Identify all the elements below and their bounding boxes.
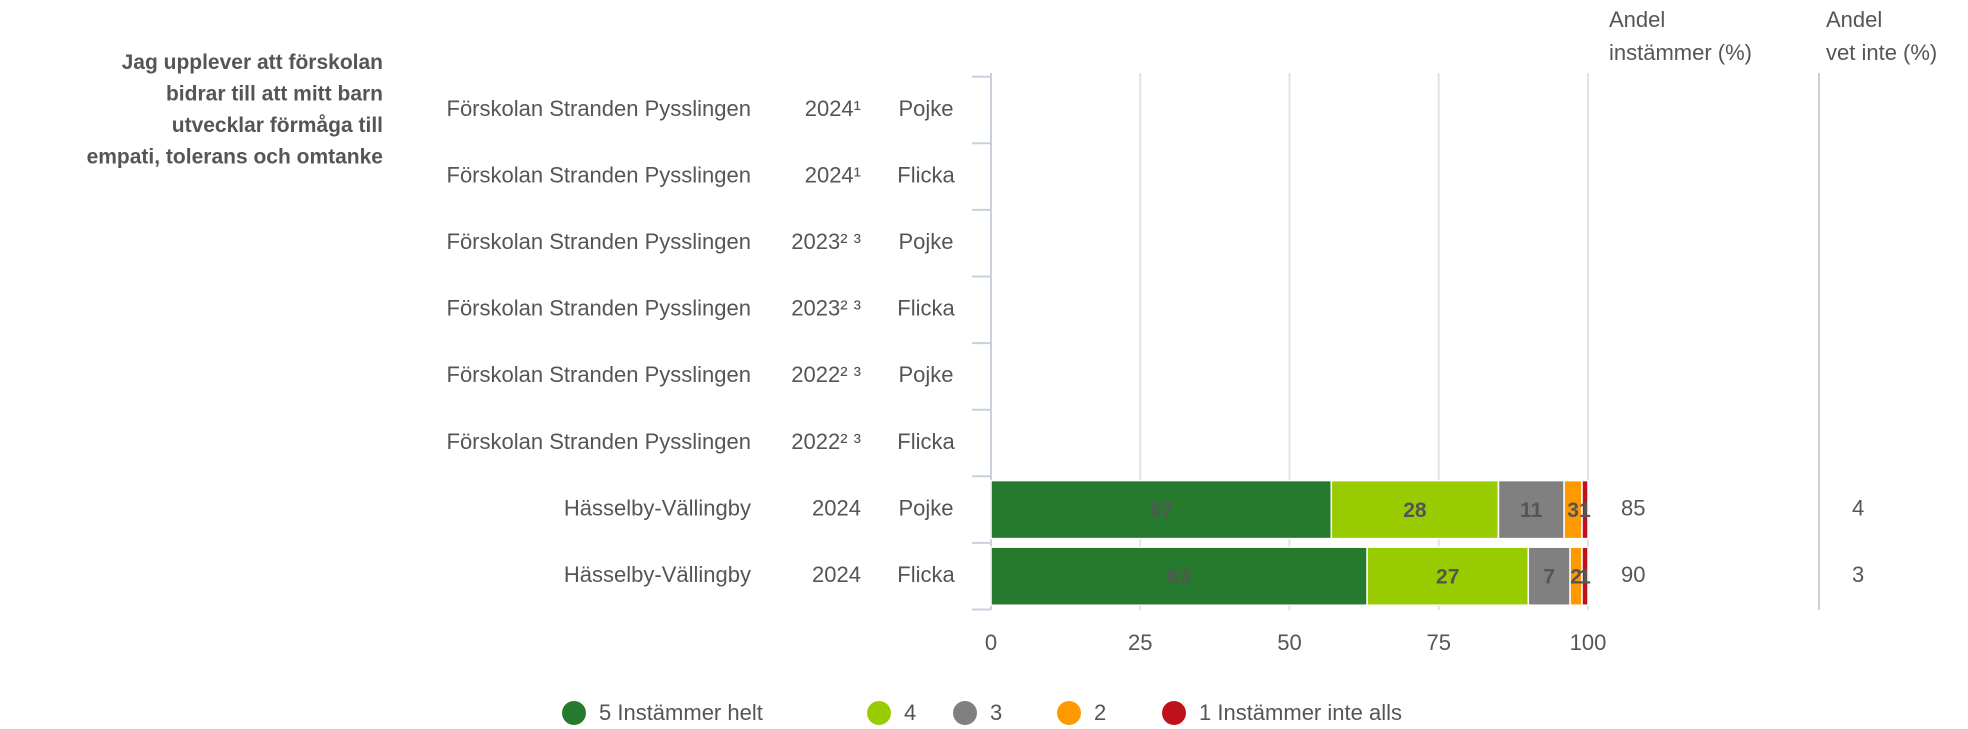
x-tick-label: 0 xyxy=(985,630,997,655)
x-tick-label: 50 xyxy=(1277,630,1301,655)
row-year: 2024¹ xyxy=(805,162,861,187)
row-label: Förskolan Stranden Pysslingen xyxy=(447,229,752,254)
data-label: 28 xyxy=(1403,499,1427,522)
row-label: Förskolan Stranden Pysslingen xyxy=(447,96,752,121)
column-value: 3 xyxy=(1852,562,1864,587)
data-label: 1 xyxy=(1579,566,1591,589)
row-label: Hässelby-Vällingby xyxy=(564,495,751,520)
data-label: 2 xyxy=(1570,566,1582,589)
x-tick-label: 75 xyxy=(1427,630,1451,655)
row-year: 2024¹ xyxy=(805,96,861,121)
bar-segment xyxy=(1527,546,1571,606)
bar-segment xyxy=(1581,479,1589,540)
column-value: 85 xyxy=(1621,495,1645,520)
column-header: vet inte (%) xyxy=(1826,40,1937,65)
row-group: Flicka xyxy=(897,296,955,321)
column-header: Andel xyxy=(1609,7,1665,32)
row-year: 2024 xyxy=(812,495,861,520)
row-group: Pojke xyxy=(898,495,953,520)
row-year: 2024 xyxy=(812,562,861,587)
legend-label: 1 Instämmer inte alls xyxy=(1199,700,1402,725)
row-label: Förskolan Stranden Pysslingen xyxy=(447,296,752,321)
row-group: Flicka xyxy=(897,429,955,454)
x-tick-label: 25 xyxy=(1128,630,1152,655)
question-line: empati, tolerans och omtanke xyxy=(87,145,383,168)
question-line: utvecklar förmåga till xyxy=(172,114,383,137)
column-header: Andel xyxy=(1826,7,1882,32)
row-label: Förskolan Stranden Pysslingen xyxy=(447,162,752,187)
legend-label: 3 xyxy=(990,700,1002,725)
legend-marker xyxy=(1057,701,1081,725)
row-group: Pojke xyxy=(898,229,953,254)
legend-label: 2 xyxy=(1094,700,1106,725)
data-label: 63 xyxy=(1167,566,1190,589)
row-group: Pojke xyxy=(898,362,953,387)
row-label: Förskolan Stranden Pysslingen xyxy=(447,362,752,387)
question-line: bidrar till att mitt barn xyxy=(166,82,383,105)
data-label: 27 xyxy=(1436,566,1459,589)
question-line: Jag upplever att förskolan xyxy=(122,51,383,74)
legend-label: 5 Instämmer helt xyxy=(599,700,763,725)
data-label: 57 xyxy=(1149,499,1172,522)
row-group: Pojke xyxy=(898,96,953,121)
row-year: 2022² ³ xyxy=(791,362,861,387)
question: Jag upplever att förskolan bidrar till at… xyxy=(87,51,383,169)
legend-marker xyxy=(867,701,891,725)
row-group: Flicka xyxy=(897,162,955,187)
row-label: Hässelby-Vällingby xyxy=(564,562,751,587)
legend-marker xyxy=(1162,701,1186,725)
data-label: 7 xyxy=(1543,566,1555,589)
row-label: Förskolan Stranden Pysslingen xyxy=(447,429,752,454)
row-year: 2022² ³ xyxy=(791,429,861,454)
bar-segment xyxy=(990,546,1368,606)
legend-marker xyxy=(562,701,586,725)
data-label: 11 xyxy=(1520,499,1543,522)
column-header: instämmer (%) xyxy=(1609,40,1752,65)
legend-marker xyxy=(953,701,977,725)
bar-segment xyxy=(1366,546,1530,606)
legend-label: 4 xyxy=(904,700,916,725)
column-value: 90 xyxy=(1621,562,1645,587)
data-label: 3 xyxy=(1567,499,1579,522)
x-tick-label: 100 xyxy=(1570,630,1607,655)
row-year: 2023² ³ xyxy=(791,296,861,321)
bar-segment xyxy=(1581,546,1589,606)
row-year: 2023² ³ xyxy=(791,229,861,254)
row-group: Flicka xyxy=(897,562,955,587)
data-label: 1 xyxy=(1579,499,1591,522)
column-value: 4 xyxy=(1852,495,1864,520)
